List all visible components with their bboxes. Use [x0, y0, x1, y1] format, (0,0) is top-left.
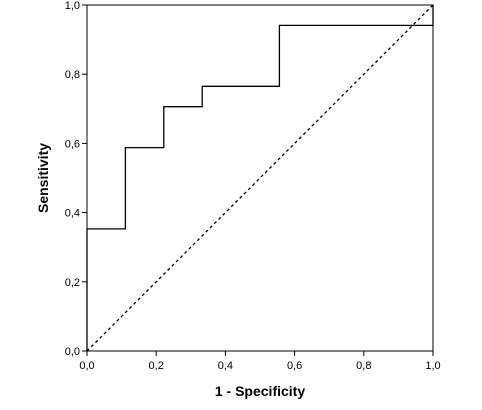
plot-frame: [86, 4, 434, 352]
x-axis-title: 1 - Specificity: [215, 383, 305, 399]
x-tick-label: 0,2: [149, 360, 164, 372]
x-axis: 0,0 0,2 0,4 0,6 0,8 1,0: [79, 351, 441, 372]
x-tick-label: 0,0: [79, 360, 94, 372]
y-tick-label: 0,4: [65, 208, 80, 220]
y-tick-label: 0,0: [65, 346, 80, 358]
roc-curve-line: [86, 5, 434, 351]
y-tick-label: 0,8: [65, 69, 80, 81]
x-tick-label: 0,8: [356, 360, 371, 372]
x-tick-label: 0,4: [218, 360, 233, 372]
x-tick-label: 1,0: [425, 360, 440, 372]
y-axis-title: Sensitivity: [35, 143, 51, 213]
y-axis: 0,0 0,2 0,4 0,6 0,8 1,0: [65, 0, 87, 358]
reference-diagonal-line: [86, 4, 434, 352]
y-tick-label: 0,2: [65, 277, 80, 289]
plot-area: [86, 4, 434, 352]
x-tick-label: 0,6: [287, 360, 302, 372]
y-tick-label: 0,6: [65, 138, 80, 150]
y-tick-label: 1,0: [65, 0, 80, 12]
